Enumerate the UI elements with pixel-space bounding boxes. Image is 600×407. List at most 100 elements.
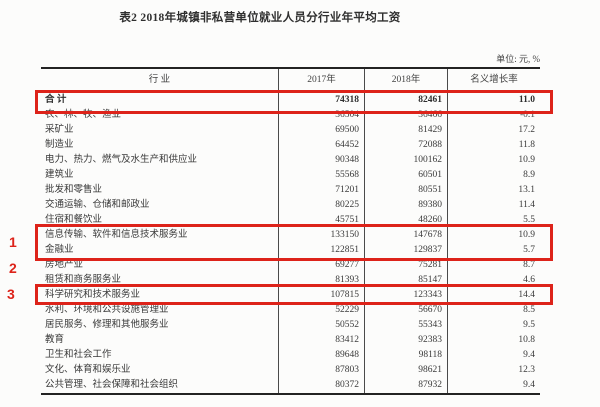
growth-rate-cell: 10.9: [447, 153, 540, 168]
table-row: 居民服务、修理和其他服务业 50552 55343 9.5: [41, 318, 540, 333]
growth-rate-cell: 8.5: [447, 303, 540, 318]
wage-2018-cell: 123343: [364, 288, 447, 303]
wage-table: 行 业 2017年 2018年 名义增长率 合 计 74318 82461 11…: [41, 67, 540, 395]
table-row: 卫生和社会工作 89648 98118 9.4: [41, 348, 540, 363]
growth-rate-cell: 11.8: [447, 138, 540, 153]
industry-cell: 居民服务、修理和其他服务业: [45, 320, 169, 330]
growth-rate-cell: 5.5: [447, 213, 540, 228]
wage-2017-cell: 74318: [278, 93, 364, 108]
table-row: 租赁和商务服务业 81393 85147 4.6: [41, 273, 540, 288]
table-row: 金融业 122851 129837 5.7: [41, 243, 540, 258]
wage-2018-cell: 98621: [364, 363, 447, 378]
col-header-2017: 2017年: [278, 69, 364, 92]
wage-2017-cell: 81393: [278, 273, 364, 288]
table-row: 农、林、牧、渔业 36504 36466 -0.1: [41, 108, 540, 123]
wage-2017-cell: 87803: [278, 363, 364, 378]
table-row: 合 计 74318 82461 11.0: [41, 93, 540, 108]
industry-cell: 合 计: [45, 95, 67, 105]
wage-2018-cell: 75281: [364, 258, 447, 273]
wage-2018-cell: 60501: [364, 168, 447, 183]
growth-rate-cell: 8.9: [447, 168, 540, 183]
industry-cell: 教育: [45, 335, 65, 345]
col-header-growth: 名义增长率: [447, 69, 540, 92]
wage-2018-cell: 80551: [364, 183, 447, 198]
table-row: 教育 83412 92383 10.8: [41, 333, 540, 348]
industry-cell: 建筑业: [45, 170, 74, 180]
table-title: 表2 2018年城镇非私营单位就业人员分行业年平均工资: [119, 12, 401, 24]
growth-rate-cell: 10.9: [447, 228, 540, 243]
wage-2017-cell: 64452: [278, 138, 364, 153]
table-row: 水利、环境和公共设施管理业 52229 56670 8.5: [41, 303, 540, 318]
wage-2018-cell: 98118: [364, 348, 447, 363]
growth-rate-cell: 11.4: [447, 198, 540, 213]
industry-cell: 制造业: [45, 140, 74, 150]
wage-2018-cell: 129837: [364, 243, 447, 258]
wage-2018-cell: 56670: [364, 303, 447, 318]
wage-2018-cell: 72088: [364, 138, 447, 153]
growth-rate-cell: 11.0: [447, 93, 540, 108]
wage-2018-cell: 48260: [364, 213, 447, 228]
wage-2018-cell: 36466: [364, 108, 447, 123]
growth-rate-cell: 5.7: [447, 243, 540, 258]
wage-2018-cell: 55343: [364, 318, 447, 333]
table-body: 合 计 74318 82461 11.0 农、林、牧、渔业 36504 3646…: [41, 93, 540, 393]
table-row: 信息传输、软件和信息技术服务业 133150 147678 10.9: [41, 228, 540, 243]
wage-2017-cell: 52229: [278, 303, 364, 318]
wage-2018-cell: 100162: [364, 153, 447, 168]
annotation-marker-3: 3: [7, 286, 15, 302]
wage-2017-cell: 80225: [278, 198, 364, 213]
industry-cell: 金融业: [45, 245, 74, 255]
industry-cell: 信息传输、软件和信息技术服务业: [45, 230, 188, 240]
col-header-2018: 2018年: [364, 69, 447, 92]
industry-cell: 电力、热力、燃气及水生产和供应业: [45, 155, 198, 165]
growth-rate-cell: 4.6: [447, 273, 540, 288]
growth-rate-cell: 9.4: [447, 378, 540, 393]
growth-rate-cell: 8.7: [447, 258, 540, 273]
wage-2018-cell: 89380: [364, 198, 447, 213]
growth-rate-cell: 9.5: [447, 318, 540, 333]
table-header-row: 行 业 2017年 2018年 名义增长率: [41, 69, 540, 93]
industry-cell: 批发和零售业: [45, 185, 103, 195]
col-header-industry: 行 业: [148, 75, 171, 85]
industry-cell: 水利、环境和公共设施管理业: [45, 305, 169, 315]
wage-2017-cell: 83412: [278, 333, 364, 348]
table-row: 科学研究和技术服务业 107815 123343 14.4: [41, 288, 540, 303]
industry-cell: 公共管理、社会保障和社会组织: [45, 380, 179, 390]
wage-2018-cell: 87932: [364, 378, 447, 393]
annotation-marker-1: 1: [9, 234, 17, 250]
table-row: 交通运输、仓储和邮政业 80225 89380 11.4: [41, 198, 540, 213]
industry-cell: 科学研究和技术服务业: [45, 290, 141, 300]
table-row: 房地产业 69277 75281 8.7: [41, 258, 540, 273]
industry-cell: 住宿和餐饮业: [45, 215, 103, 225]
wage-2018-cell: 92383: [364, 333, 447, 348]
wage-2017-cell: 80372: [278, 378, 364, 393]
wage-2017-cell: 69277: [278, 258, 364, 273]
wage-2018-cell: 147678: [364, 228, 447, 243]
growth-rate-cell: 10.8: [447, 333, 540, 348]
wage-2018-cell: 82461: [364, 93, 447, 108]
growth-rate-cell: 12.3: [447, 363, 540, 378]
industry-cell: 租赁和商务服务业: [45, 275, 122, 285]
table-row: 住宿和餐饮业 45751 48260 5.5: [41, 213, 540, 228]
industry-cell: 交通运输、仓储和邮政业: [45, 200, 150, 210]
growth-rate-cell: 9.4: [447, 348, 540, 363]
table-row: 制造业 64452 72088 11.8: [41, 138, 540, 153]
table-row: 公共管理、社会保障和社会组织 80372 87932 9.4: [41, 378, 540, 393]
wage-2017-cell: 122851: [278, 243, 364, 258]
table-row: 电力、热力、燃气及水生产和供应业 90348 100162 10.9: [41, 153, 540, 168]
wage-2017-cell: 50552: [278, 318, 364, 333]
industry-cell: 卫生和社会工作: [45, 350, 112, 360]
wage-2017-cell: 90348: [278, 153, 364, 168]
annotation-marker-2: 2: [9, 260, 17, 276]
wage-2018-cell: 85147: [364, 273, 447, 288]
wage-2017-cell: 71201: [278, 183, 364, 198]
growth-rate-cell: 17.2: [447, 123, 540, 138]
table-row: 批发和零售业 71201 80551 13.1: [41, 183, 540, 198]
growth-rate-cell: -0.1: [447, 108, 540, 123]
wage-2018-cell: 81429: [364, 123, 447, 138]
industry-cell: 文化、体育和娱乐业: [45, 365, 131, 375]
industry-cell: 房地产业: [45, 260, 84, 270]
table-row: 采矿业 69500 81429 17.2: [41, 123, 540, 138]
wage-2017-cell: 45751: [278, 213, 364, 228]
